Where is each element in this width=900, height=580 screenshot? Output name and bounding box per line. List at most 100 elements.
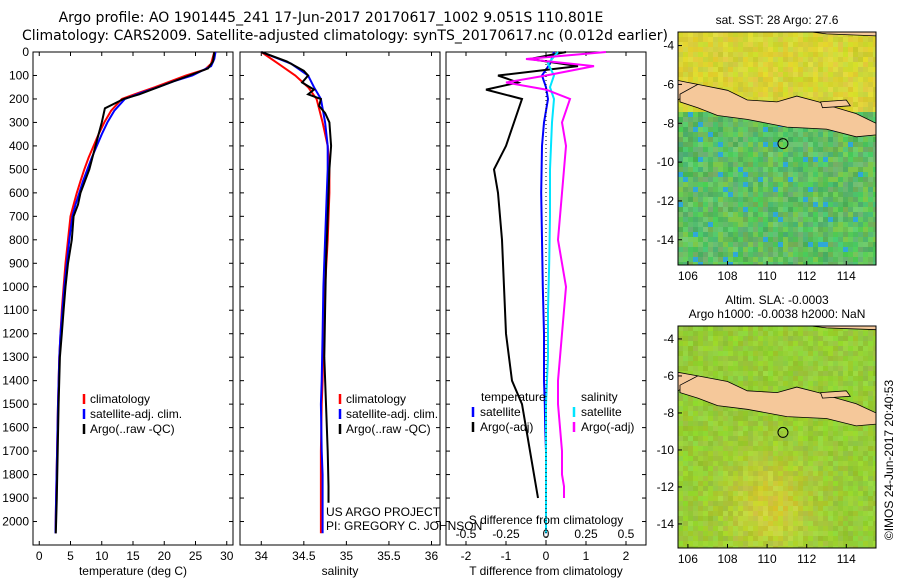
figure-title-line-1: Argo profile: AO 1901445_241 17-Jun-2017… [58, 10, 604, 26]
y-tick-label: 2000 [2, 515, 29, 529]
plot-frame [239, 51, 441, 546]
series-line-3 [54, 51, 216, 534]
map-field [678, 326, 876, 548]
map-y-tick-label: -6 [663, 77, 674, 91]
map-x-tick-label: 110 [758, 552, 777, 566]
y-tick-label: 100 [9, 68, 29, 82]
float-marker [777, 426, 789, 438]
x-tick-label: 25 [189, 549, 203, 563]
y-tick-label: 700 [9, 209, 29, 223]
map-title: Argo h1000: -0.0038 h2000: NaN [689, 307, 866, 321]
legend-label: satellite-adj. clim. [346, 407, 438, 421]
y-tick-label: 600 [9, 186, 29, 200]
legend-label: satellite [480, 405, 521, 419]
x-axis-label: temperature (deg C) [79, 564, 187, 578]
x-tick-label: 35.5 [377, 549, 401, 563]
legend-label: climatology [346, 392, 406, 406]
map-x-tick-label: 112 [797, 552, 816, 566]
land-madura [820, 390, 852, 399]
x-axis-label: T difference from climatology [469, 564, 623, 578]
float-marker [777, 138, 789, 150]
project-note: US ARGO PROJECT [326, 505, 441, 519]
map-x-tick-label: 114 [837, 552, 856, 566]
legend-title-salinity: salinity [581, 390, 618, 404]
map-y-tick-label: -8 [663, 406, 674, 420]
map-y-tick-label: -14 [657, 517, 675, 531]
y-tick-label: 900 [9, 256, 29, 270]
x-axis-label: salinity [322, 564, 359, 578]
legend-title-temperature: temperature [481, 390, 546, 404]
map-x-tick-label: 112 [797, 269, 816, 283]
land-borneo [678, 326, 876, 331]
y-tick-label: 800 [9, 233, 29, 247]
y-tick-label: 1600 [2, 421, 29, 435]
x-tick-label: 36 [425, 549, 439, 563]
x-tick-label: 10 [95, 549, 109, 563]
s-tick-label: -0.25 [492, 527, 520, 541]
credit-note: ©IMOS 24-Jun-2017 20:40:53 [882, 380, 896, 541]
series-line-3 [260, 51, 333, 503]
land-java [679, 375, 876, 427]
series-line-2 [260, 51, 329, 534]
x-tick-label: 20 [158, 549, 172, 563]
x-tick-label: 15 [126, 549, 140, 563]
map-x-tick-label: 106 [678, 269, 698, 283]
y-tick-label: 1000 [2, 280, 29, 294]
x-tick-label: 0 [36, 549, 43, 563]
map-y-tick-label: -12 [657, 480, 675, 494]
map-y-tick-label: -10 [657, 443, 675, 457]
x-tick-label: -1 [501, 549, 512, 563]
y-tick-label: 1900 [2, 491, 29, 505]
y-tick-label: 500 [9, 162, 29, 176]
s-tick-label: 0.5 [618, 527, 635, 541]
map-x-tick-label: 106 [678, 552, 698, 566]
series-line-1 [54, 51, 216, 534]
sst-map: 106 108 110 112 114 -4 -6 -8 -10 -12 -14 sat. SST: … [657, 13, 877, 283]
series-line-4 [505, 51, 607, 498]
map-frame [677, 325, 877, 549]
land-java [679, 83, 876, 138]
y-tick-label: 1200 [2, 327, 29, 341]
legend-label: satellite [581, 405, 622, 419]
legend-label: Argo(..raw -QC) [346, 422, 431, 436]
profile-panel-1: 0100200300400500600700800900100011001200… [2, 45, 233, 578]
land-madura [820, 99, 852, 109]
map-y-tick-label: -4 [663, 39, 674, 53]
y-tick-label: 300 [9, 115, 29, 129]
map-title: sat. SST: 28 Argo: 27.6 [716, 13, 839, 27]
y-tick-label: 0 [22, 45, 29, 59]
series-line-2 [485, 51, 579, 499]
x-tick-label: 30 [220, 549, 234, 563]
map-field [678, 32, 876, 265]
map-y-tick-label: -6 [663, 369, 674, 383]
series-line-3 [545, 51, 559, 534]
map-frame [677, 31, 877, 266]
legend-label: Argo(-adj) [581, 420, 634, 434]
x-tick-label: 2 [623, 549, 630, 563]
series-line-2 [54, 51, 217, 534]
y-tick-label: 1800 [2, 468, 29, 482]
map-y-tick-label: -8 [663, 116, 674, 130]
land-borneo [678, 32, 876, 37]
figure-title-line-2: Climatology: CARS2009. Satellite-adjuste… [21, 28, 669, 44]
profile-panel-2: 34 34.5 35 35.5 36 salinity climatologysatelli… [239, 51, 482, 578]
series-line-1 [260, 51, 331, 534]
y-tick-label: 400 [9, 139, 29, 153]
pi-note: PI: GREGORY C. JOHNSON [326, 519, 482, 533]
s-tick-label: 0 [543, 527, 550, 541]
legend-label: Argo(..raw -QC) [90, 422, 175, 436]
s-tick-label: 0.25 [574, 527, 598, 541]
y-tick-label: 200 [9, 92, 29, 106]
y-tick-label: 1100 [3, 303, 29, 317]
x-tick-label: 1 [583, 549, 590, 563]
x-tick-label: -2 [461, 549, 472, 563]
y-tick-label: 1500 [2, 397, 29, 411]
map-y-tick-label: -10 [657, 155, 675, 169]
legend-label: climatology [90, 392, 150, 406]
map-x-tick-label: 114 [837, 269, 856, 283]
map-x-tick-label: 108 [717, 552, 737, 566]
profile-panel-3: -2 -1 0 1 2T difference from climatology temp… [445, 51, 647, 578]
map-y-tick-label: -4 [663, 332, 674, 346]
x-tick-label: 34 [255, 549, 269, 563]
